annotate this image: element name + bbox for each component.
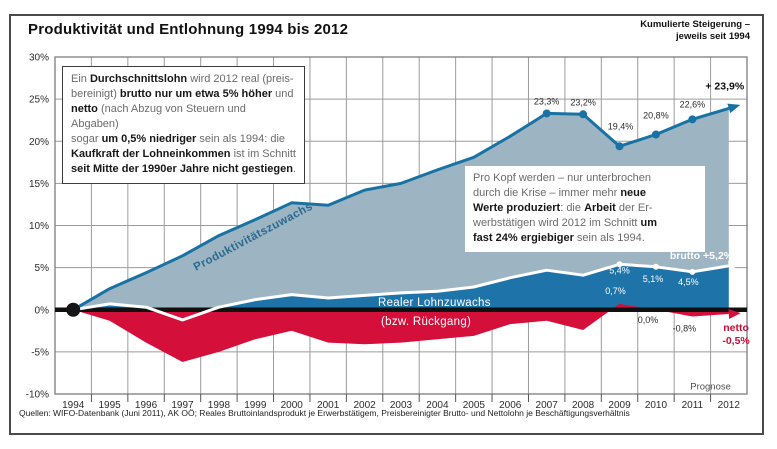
wage-area-label-2: (bzw. Rückgang) — [381, 316, 471, 328]
x-axis-label: 1997 — [171, 400, 194, 411]
annotation-line: Pro Kopf werden – nur unterbrochen — [473, 172, 651, 184]
value-label: -0,8% — [673, 323, 697, 333]
value-label: -0,5% — [722, 335, 750, 347]
productivity-marker — [579, 110, 588, 119]
plot-frame — [54, 56, 748, 395]
page-title: Produktivität und Entlohnung 1994 bis 20… — [28, 21, 349, 38]
x-axis-label: 2012 — [718, 400, 741, 411]
productivity-area — [73, 108, 729, 320]
x-axis-label: 1995 — [99, 400, 122, 411]
annotation-line: sogar um 0,5% niedriger sein als 1994: d… — [71, 133, 286, 145]
gross-wage-marker — [689, 268, 696, 275]
annotation-line: durch die Krise – immer mehr neue — [473, 187, 647, 199]
x-axis-label: 2008 — [572, 400, 595, 411]
x-axis-label: 2003 — [390, 400, 413, 411]
gross-wage-marker — [616, 261, 623, 268]
y-axis-label: 25% — [29, 95, 49, 106]
value-label: 23,2% — [570, 97, 596, 107]
x-axis-label: 2000 — [281, 400, 304, 411]
wage-area-label-1: Realer Lohnzuwachs — [378, 297, 491, 309]
x-axis-label: 2006 — [499, 400, 522, 411]
annotation-line: Kaufkraft der Lohneinkommen ist im Schni… — [71, 148, 296, 160]
header-note-line1: Kumulierte Steigerung – — [640, 19, 750, 30]
annotation-line: netto (nach Abzug von Steuern und Abgabe… — [71, 103, 246, 130]
gross-wage-area — [73, 264, 729, 320]
y-axis-label: 20% — [29, 137, 49, 148]
productivity-marker — [688, 115, 697, 124]
x-axis-label: 2010 — [645, 400, 668, 411]
x-axis-label: 1994 — [62, 400, 85, 411]
y-axis-label: 30% — [29, 53, 49, 64]
y-axis-label: 10% — [29, 221, 49, 232]
annotation-line: Ein Durchschnittslohn wird 2012 real (pr… — [71, 73, 294, 85]
y-axis-label: -5% — [31, 347, 49, 358]
x-axis-label: 2005 — [463, 400, 486, 411]
y-axis-label: 0% — [35, 305, 50, 316]
y-axis-label: 15% — [29, 179, 49, 190]
x-axis-label: 1996 — [135, 400, 158, 411]
gross-wage-arrow — [727, 261, 741, 271]
value-label: + 23,9% — [705, 80, 744, 92]
x-axis-label: 2011 — [682, 400, 704, 411]
productivity-marker — [542, 109, 551, 118]
value-label: Prognose — [690, 382, 731, 393]
annotation-line: Werte produziert: die Arbeit der Er- — [473, 202, 653, 214]
y-axis-label: 5% — [35, 263, 50, 274]
productivity-marker — [651, 130, 660, 139]
productivity-marker — [615, 142, 624, 151]
net-wage-arrow — [728, 308, 741, 319]
value-label: 0,0% — [638, 315, 659, 325]
annotation-productivity-box: Pro Kopf werden – nur unterbrochen durch … — [465, 166, 705, 252]
start-dot — [66, 302, 81, 317]
value-label: brutto +5,2% — [670, 250, 734, 262]
gross-wage-marker — [652, 263, 659, 270]
x-axis-label: 2001 — [317, 400, 340, 411]
x-axis-label: 1999 — [244, 400, 267, 411]
source-note: Quellen: WIFO-Datenbank (Juni 2011), AK … — [19, 408, 630, 418]
value-label: 23,3% — [534, 96, 560, 106]
annotation-line: fast 24% ergiebiger sein als 1994. — [473, 232, 645, 244]
value-label: 20,8% — [643, 111, 669, 121]
value-label: 5,4% — [609, 265, 630, 275]
net-wage-area — [73, 303, 729, 362]
annotation-line: bereinigt) brutto nur um etwa 5% höher u… — [71, 88, 294, 100]
value-label: 5,1% — [643, 274, 664, 284]
value-label: 22,6% — [680, 99, 706, 109]
x-axis-label: 2007 — [536, 400, 559, 411]
x-axis-label: 2009 — [608, 400, 631, 411]
productivity-arrow — [727, 103, 741, 114]
x-axis-label: 1998 — [208, 400, 231, 411]
value-label: 0,7% — [605, 286, 626, 296]
y-axis-label: -10% — [26, 390, 49, 401]
header-note-line2: jeweils seit 1994 — [676, 31, 750, 42]
value-label: 19,4% — [608, 121, 634, 131]
annotation-line: werbstätigen wird 2012 im Schnitt um — [473, 217, 658, 229]
value-label: netto — [723, 322, 749, 334]
annotation-line: seit Mitte der 1990er Jahre nicht gestie… — [71, 163, 296, 175]
header-note: Kumulierte Steigerung – jeweils seit 199… — [640, 19, 750, 43]
value-label: 4,5% — [678, 277, 699, 287]
x-axis-label: 2004 — [426, 400, 449, 411]
annotation-wage-box: Ein Durchschnittslohn wird 2012 real (pr… — [62, 66, 305, 184]
x-axis-label: 2002 — [353, 400, 376, 411]
